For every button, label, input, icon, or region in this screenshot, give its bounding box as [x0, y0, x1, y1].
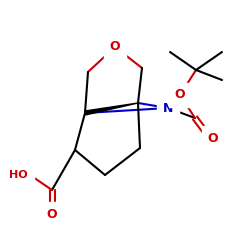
Text: O: O [47, 208, 57, 220]
Text: O: O [208, 132, 218, 144]
Polygon shape [85, 103, 138, 115]
Text: O: O [175, 88, 185, 102]
Text: HO: HO [10, 170, 28, 180]
Text: O: O [110, 40, 120, 54]
Text: N: N [163, 102, 173, 114]
